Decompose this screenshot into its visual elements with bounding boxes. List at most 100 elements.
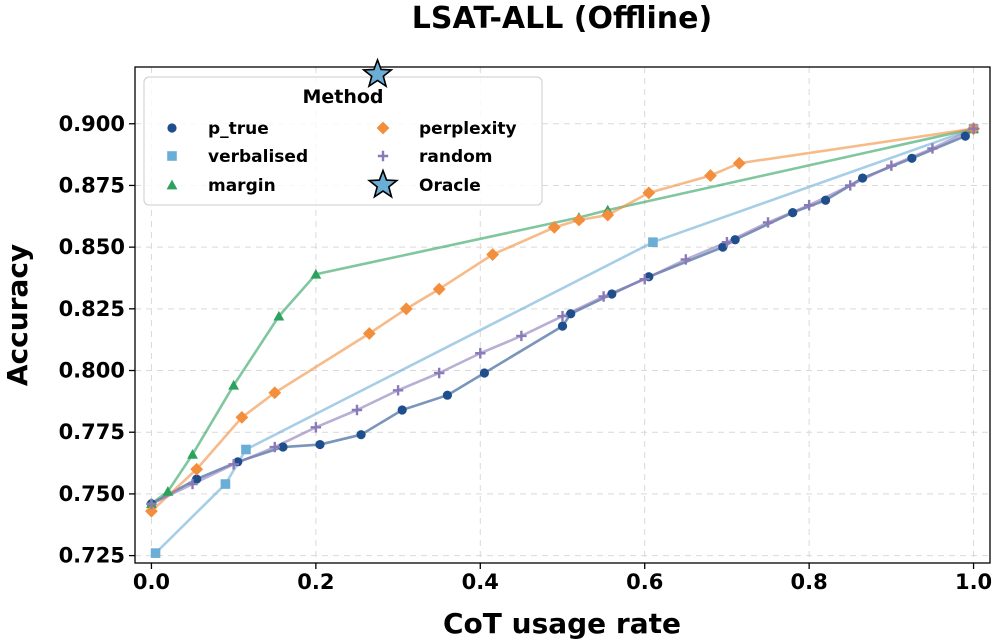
data-point-p_true	[442, 390, 453, 400]
data-point-perplexity	[642, 186, 656, 200]
data-point-random	[762, 217, 774, 228]
data-point-random	[598, 291, 609, 302]
data-point-random	[968, 123, 979, 134]
data-point-p_true	[907, 153, 917, 163]
legend-marker-random	[377, 150, 389, 162]
x-tick-label: 0.6	[626, 570, 663, 594]
data-point-verbalised	[241, 444, 251, 455]
oracle-layer	[361, 57, 394, 88]
data-point-perplexity	[145, 504, 158, 518]
data-point-perplexity	[362, 327, 376, 340]
data-point-perplexity	[432, 282, 446, 296]
axis-ticks: 0.0 0.2 0.4 0.6 0.8 1.0 0.725 0.750 0.775 0.800 0.…	[59, 112, 993, 594]
data-point-p_true	[960, 131, 970, 141]
data-point-random	[516, 330, 527, 342]
legend-title: Method	[302, 86, 383, 108]
legend-label-verbalised: verbalised	[208, 147, 308, 167]
y-tick-label: 0.775	[59, 420, 125, 444]
legend-label-margin: margin	[208, 176, 276, 196]
legend-marker-perplexity	[376, 121, 390, 135]
data-point-p_true	[718, 242, 728, 252]
data-point-random	[392, 385, 404, 396]
data-point-random	[557, 311, 568, 322]
y-tick-label: 0.750	[59, 482, 125, 506]
data-point-verbalised	[648, 237, 658, 248]
data-point-random	[680, 254, 692, 265]
data-point-random	[927, 143, 938, 154]
legend-box	[143, 76, 543, 206]
data-point-p_true	[192, 474, 202, 484]
legend-marker-margin	[166, 179, 178, 190]
data-point-random	[886, 160, 897, 171]
data-point-p_true	[315, 439, 325, 450]
x-tick-label: 1.0	[955, 570, 992, 594]
x-tick-label: 0.8	[791, 570, 828, 594]
data-point-random	[269, 441, 280, 453]
data-point-random	[845, 180, 856, 191]
legend-label-Oracle: Oracle	[419, 176, 481, 196]
data-point-perplexity	[190, 462, 204, 476]
data-point-random	[146, 498, 157, 509]
data-point-p_true	[820, 195, 831, 205]
data-point-perplexity	[601, 208, 615, 222]
data-point-perplexity	[268, 386, 282, 400]
data-point-p_true	[479, 368, 489, 378]
data-point-p_true	[397, 405, 407, 415]
data-point-p_true	[356, 430, 366, 440]
legend-label-random: random	[419, 147, 493, 167]
data-point-random	[310, 422, 322, 433]
data-point-perplexity	[486, 248, 500, 261]
data-point-random	[433, 367, 445, 379]
data-point-perplexity	[704, 169, 717, 182]
data-point-random	[187, 478, 198, 490]
legend: Method p_true verbalised margin perplexity r…	[143, 76, 543, 206]
data-point-p_true	[566, 309, 576, 319]
data-point-verbalised	[150, 548, 161, 558]
data-point-p_true	[857, 173, 868, 183]
x-axis-label: CoT usage rate	[443, 607, 681, 640]
data-point-margin	[187, 449, 198, 459]
legend-label-perplexity: perplexity	[419, 119, 517, 139]
y-tick-label: 0.800	[59, 359, 125, 383]
x-tick-label: 0.4	[462, 570, 499, 594]
x-tick-label: 0.0	[133, 570, 170, 594]
y-tick-label: 0.900	[59, 112, 125, 136]
x-tick-label: 0.2	[297, 570, 334, 594]
data-point-verbalised	[220, 479, 231, 489]
data-point-margin	[273, 310, 285, 321]
plot-frame	[134, 66, 991, 564]
data-point-perplexity	[572, 213, 586, 227]
series-markers	[145, 122, 980, 558]
data-point-p_true	[278, 442, 288, 452]
data-point-perplexity	[547, 220, 561, 234]
y-axis-label: Accuracy	[1, 244, 34, 386]
data-point-random	[228, 459, 239, 470]
y-tick-label: 0.850	[59, 235, 125, 259]
data-point-p_true	[557, 321, 568, 331]
data-point-random	[803, 199, 815, 211]
data-point-random	[475, 348, 486, 359]
data-point-margin	[310, 268, 322, 279]
data-point-random	[639, 274, 650, 285]
legend-marker-p_true	[167, 123, 177, 133]
y-tick-label: 0.875	[59, 173, 125, 197]
data-point-p_true	[730, 235, 740, 245]
legend-label-p_true: p_true	[208, 119, 269, 139]
y-tick-label: 0.725	[59, 544, 125, 568]
data-point-p_true	[607, 289, 617, 299]
data-point-perplexity	[399, 302, 413, 316]
data-point-random	[721, 237, 733, 248]
data-point-perplexity	[235, 411, 249, 424]
data-point-p_true	[788, 207, 798, 218]
data-point-perplexity	[732, 156, 746, 170]
data-point-margin	[162, 486, 174, 496]
oracle-point	[361, 57, 394, 88]
data-point-margin	[228, 379, 240, 390]
legend-marker-verbalised	[167, 151, 177, 161]
chart-title: LSAT-ALL (Offline)	[412, 1, 712, 36]
data-point-random	[351, 404, 363, 416]
legend-marker-Oracle	[367, 168, 399, 199]
legend-entries: p_true verbalised margin perplexity random Or…	[166, 119, 517, 199]
y-tick-label: 0.825	[59, 297, 125, 321]
